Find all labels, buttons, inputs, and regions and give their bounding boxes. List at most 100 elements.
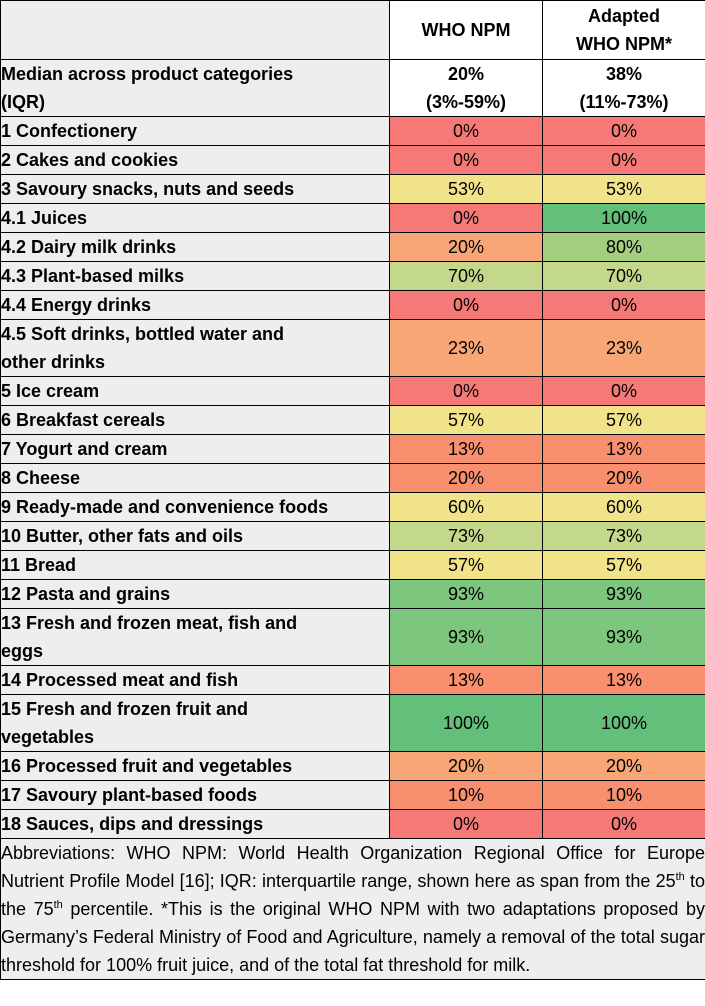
median-label-line2: (IQR) [1, 92, 45, 112]
header-who-npm: WHO NPM [389, 0, 543, 60]
median-who-cell: 20% (3%-59%) [389, 59, 543, 117]
category-label: 4.3 Plant-based milks [0, 261, 390, 291]
table-row: 9 Ready-made and convenience foods 60% 60% [0, 492, 705, 522]
who-npm-value: 0% [389, 145, 543, 175]
adapted-who-npm-value: 0% [542, 290, 705, 320]
adapted-who-npm-value: 20% [542, 751, 705, 781]
adapted-who-npm-value: 53% [542, 174, 705, 204]
adapted-who-npm-value: 60% [542, 492, 705, 522]
footnote-sup2: th [53, 899, 63, 911]
median-label: Median across product categories (IQR) [0, 59, 390, 117]
table-row: 4.2 Dairy milk drinks 20% 80% [0, 232, 705, 262]
category-label: 4.4 Energy drinks [0, 290, 390, 320]
table-row: 16 Processed fruit and vegetables 20% 20% [0, 751, 705, 781]
category-label-line1: 13 Fresh and frozen meat, fish and [1, 613, 298, 633]
category-label: 10 Butter, other fats and oils [0, 521, 390, 551]
table-row: 7 Yogurt and cream 13% 13% [0, 434, 705, 464]
table-row: 18 Sauces, dips and dressings 0% 0% [0, 809, 705, 839]
who-npm-value: 57% [389, 550, 543, 580]
adapted-who-npm-value: 100% [542, 694, 705, 752]
who-npm-value: 13% [389, 665, 543, 695]
adapted-who-npm-value: 73% [542, 521, 705, 551]
header-adapted-line1: Adapted [588, 6, 660, 26]
footnote-sup1: th [675, 871, 685, 883]
adapted-who-npm-value: 13% [542, 665, 705, 695]
who-npm-value: 20% [389, 751, 543, 781]
adapted-who-npm-value: 93% [542, 608, 705, 666]
footnote-row: Abbreviations: WHO NPM: World Health Org… [0, 838, 705, 980]
adapted-who-npm-value: 0% [542, 809, 705, 839]
adapted-who-npm-value: 0% [542, 376, 705, 406]
table-row: 1 Confectionery 0% 0% [0, 116, 705, 146]
category-label: 2 Cakes and cookies [0, 145, 390, 175]
table-row: 12 Pasta and grains 93% 93% [0, 579, 705, 609]
results-table: WHO NPM Adapted WHO NPM* Median across p… [0, 0, 705, 980]
who-npm-value: 20% [389, 463, 543, 493]
table-row: 4.5 Soft drinks, bottled water and other … [0, 319, 705, 377]
category-label: 4.1 Juices [0, 203, 390, 233]
who-npm-value: 0% [389, 290, 543, 320]
table-row: 3 Savoury snacks, nuts and seeds 53% 53% [0, 174, 705, 204]
category-label: 16 Processed fruit and vegetables [0, 751, 390, 781]
adapted-who-npm-value: 57% [542, 405, 705, 435]
median-adapted-iqr: (11%-73%) [579, 92, 669, 112]
category-label-line1: 15 Fresh and frozen fruit and [1, 699, 249, 719]
category-label: 17 Savoury plant-based foods [0, 780, 390, 810]
who-npm-value: 0% [389, 809, 543, 839]
category-label-line1: 4.5 Soft drinks, bottled water and [1, 324, 285, 344]
category-label-line2: eggs [1, 641, 44, 661]
median-row: Median across product categories (IQR) 2… [0, 59, 705, 117]
adapted-who-npm-value: 70% [542, 261, 705, 291]
who-npm-value: 0% [389, 203, 543, 233]
table-row: 4.1 Juices 0% 100% [0, 203, 705, 233]
who-npm-value: 73% [389, 521, 543, 551]
who-npm-value: 23% [389, 319, 543, 377]
header-adapted-who-npm: Adapted WHO NPM* [542, 0, 705, 60]
adapted-who-npm-value: 57% [542, 550, 705, 580]
who-npm-value: 60% [389, 492, 543, 522]
table-row: 10 Butter, other fats and oils 73% 73% [0, 521, 705, 551]
category-label-line2: vegetables [1, 727, 95, 747]
category-label: 5 Ice cream [0, 376, 390, 406]
who-npm-value: 0% [389, 376, 543, 406]
who-npm-value: 93% [389, 608, 543, 666]
table-row: 5 Ice cream 0% 0% [0, 376, 705, 406]
category-label: 8 Cheese [0, 463, 390, 493]
footnote: Abbreviations: WHO NPM: World Health Org… [0, 838, 705, 980]
who-npm-value: 0% [389, 116, 543, 146]
median-who-iqr: (3%-59%) [425, 92, 507, 112]
category-label-line2: other drinks [1, 352, 106, 372]
who-npm-value: 53% [389, 174, 543, 204]
table-row: 17 Savoury plant-based foods 10% 10% [0, 780, 705, 810]
header-adapted-line2: WHO NPM* [576, 34, 672, 54]
adapted-who-npm-value: 23% [542, 319, 705, 377]
category-label: 4.2 Dairy milk drinks [0, 232, 390, 262]
table-row: 15 Fresh and frozen fruit and vegetables 1… [0, 694, 705, 752]
median-label-line1: Median across product categories [1, 64, 294, 84]
category-label: 11 Bread [0, 550, 390, 580]
header-blank-cell [0, 0, 390, 60]
category-label: 6 Breakfast cereals [0, 405, 390, 435]
category-label: 15 Fresh and frozen fruit and vegetables [0, 694, 390, 752]
table-row: 6 Breakfast cereals 57% 57% [0, 405, 705, 435]
who-npm-value: 13% [389, 434, 543, 464]
who-npm-value: 100% [389, 694, 543, 752]
header-row: WHO NPM Adapted WHO NPM* [0, 0, 705, 60]
category-label: 4.5 Soft drinks, bottled water and other … [0, 319, 390, 377]
footnote-part3: percentile. *This is the original WHO NP… [1, 899, 705, 975]
adapted-who-npm-value: 13% [542, 434, 705, 464]
who-npm-value: 93% [389, 579, 543, 609]
footnote-part1: Abbreviations: WHO NPM: World Health Org… [1, 843, 705, 891]
adapted-who-npm-value: 10% [542, 780, 705, 810]
category-label: 12 Pasta and grains [0, 579, 390, 609]
table-row: 13 Fresh and frozen meat, fish and eggs 93… [0, 608, 705, 666]
category-label: 9 Ready-made and convenience foods [0, 492, 390, 522]
adapted-who-npm-value: 20% [542, 463, 705, 493]
who-npm-value: 10% [389, 780, 543, 810]
table-row: 14 Processed meat and fish 13% 13% [0, 665, 705, 695]
category-label: 13 Fresh and frozen meat, fish and eggs [0, 608, 390, 666]
adapted-who-npm-value: 0% [542, 145, 705, 175]
adapted-who-npm-value: 0% [542, 116, 705, 146]
category-label: 3 Savoury snacks, nuts and seeds [0, 174, 390, 204]
footnote-part2: to the 75 [1, 871, 705, 919]
